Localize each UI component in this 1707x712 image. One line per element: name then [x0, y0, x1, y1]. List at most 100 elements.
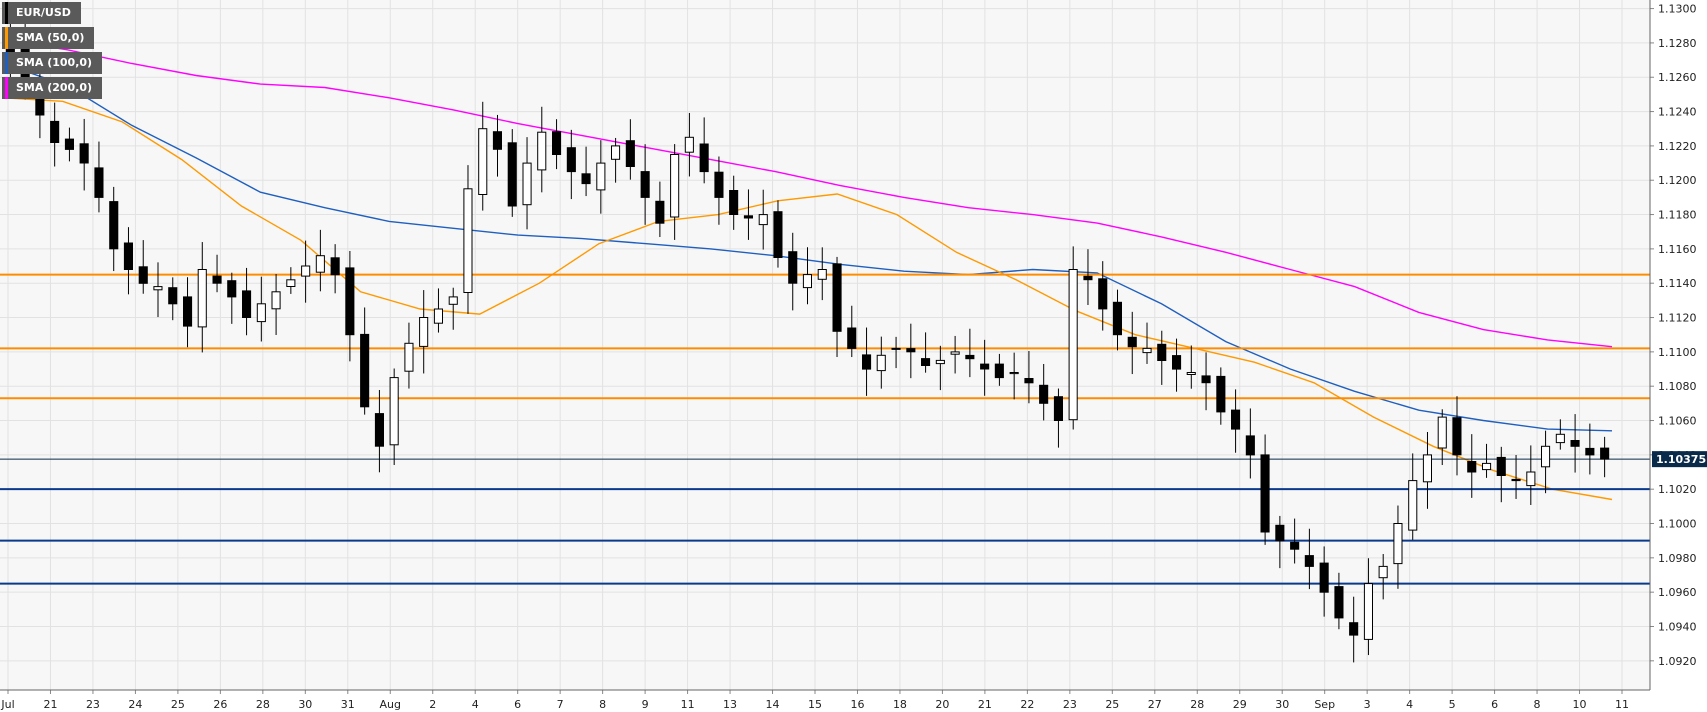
y-tick-label: 1.1260 [1658, 71, 1697, 84]
y-tick-label: 1.1280 [1658, 37, 1697, 50]
x-tick-label: 24 [128, 698, 142, 711]
candle-bearish [921, 358, 931, 367]
candle-bullish [611, 145, 621, 160]
candle-bearish [1231, 409, 1241, 430]
x-tick-label: 7 [557, 698, 564, 711]
candle-bearish [1024, 378, 1034, 384]
legend-swatch [5, 27, 8, 49]
candle-bearish [330, 257, 340, 276]
candle-bullish [463, 188, 473, 293]
x-tick-label: 4 [1406, 698, 1413, 711]
legend-swatch [5, 77, 8, 99]
candle-bearish [773, 211, 783, 258]
x-tick-label: 10 [1573, 698, 1587, 711]
candle-bullish [1422, 454, 1433, 483]
candle-bearish [138, 266, 148, 284]
legend: EUR/USD SMA (50,0) SMA (100,0) SMA (200,… [2, 2, 103, 102]
x-tick-label: 29 [1233, 698, 1247, 711]
candle-bearish [109, 201, 119, 250]
y-tick-label: 1.0980 [1658, 552, 1697, 565]
candle-bearish [1172, 355, 1182, 370]
legend-item-sma100[interactable]: SMA (100,0) [2, 52, 103, 74]
x-tick-label: Sep [1314, 698, 1335, 711]
x-tick-label: 28 [256, 698, 270, 711]
candle-bearish [699, 143, 709, 173]
candle-bearish [1290, 541, 1300, 550]
candle-bearish [1245, 435, 1255, 456]
candle-bullish [1437, 416, 1447, 449]
y-tick-label: 1.1200 [1658, 174, 1697, 187]
x-tick-label: 6 [1491, 698, 1498, 711]
support-resistance-levels [0, 273, 1650, 585]
candle-bearish [714, 171, 724, 198]
x-tick-label: 8 [1534, 698, 1541, 711]
candle-bearish [1304, 555, 1314, 567]
y-tick-label: 1.1020 [1658, 483, 1697, 496]
candle-bullish [1555, 433, 1565, 444]
x-tick-label: 18 [893, 698, 907, 711]
legend-item-sma50[interactable]: SMA (50,0) [2, 27, 95, 49]
candle-bullish [935, 359, 945, 365]
legend-label: SMA (100,0) [16, 56, 93, 69]
y-tick-label: 1.1300 [1658, 3, 1697, 16]
x-tick-label: 26 [213, 698, 227, 711]
candle-bullish [271, 291, 281, 310]
candle-bullish [433, 308, 443, 324]
x-tick-label: 16 [850, 698, 864, 711]
candle-bearish [906, 348, 916, 353]
candle-bullish [1482, 462, 1492, 471]
legend-swatch [5, 2, 8, 24]
legend-item-pair[interactable]: EUR/USD [2, 2, 81, 24]
candle-bearish [123, 242, 134, 270]
candle-bearish [729, 190, 739, 215]
price-tag-label: 1.10375 [1656, 453, 1706, 466]
y-tick-label: 1.1100 [1658, 346, 1697, 359]
y-tick-label: 1.1120 [1658, 312, 1697, 325]
x-tick-label: 4 [472, 698, 479, 711]
candle-bullish [1526, 471, 1536, 487]
candle-bullish [684, 136, 694, 153]
candle-bearish [492, 131, 502, 150]
candle-bearish [625, 140, 635, 167]
y-tick-label: 1.1000 [1658, 518, 1697, 531]
x-tick-label: 5 [1449, 698, 1456, 711]
candle-bearish [581, 173, 591, 185]
candle-bearish [1467, 461, 1477, 473]
x-tick-label: 14 [766, 698, 780, 711]
candle-bullish [301, 265, 311, 277]
candle-bearish [168, 287, 178, 305]
candle-bearish [552, 131, 562, 155]
x-tick-label: 31 [341, 698, 355, 711]
candle-bearish [847, 327, 857, 349]
candle-bearish [1053, 396, 1064, 422]
y-tick-label: 1.1140 [1658, 277, 1697, 290]
x-tick-label: 11 [681, 698, 695, 711]
y-tick-label: 1.0960 [1658, 586, 1697, 599]
x-tick-label: 9 [642, 698, 649, 711]
candle-bearish [832, 263, 842, 332]
candle-bearish [1275, 524, 1285, 542]
y-tick-label: 1.1080 [1658, 380, 1697, 393]
candle-bullish [448, 296, 458, 305]
candle-bullish [1363, 583, 1374, 640]
candle-bearish [994, 363, 1004, 379]
candle-bearish [242, 290, 252, 318]
sma200-line [2, 38, 1613, 348]
candle-bullish [891, 347, 901, 350]
candle-bullish [758, 214, 768, 226]
candle-bearish [1585, 447, 1595, 456]
candle-bullish [1541, 445, 1551, 468]
candle-bullish [315, 255, 325, 273]
candle-bearish [862, 354, 872, 370]
legend-item-sma200[interactable]: SMA (200,0) [2, 77, 103, 99]
legend-label: SMA (200,0) [16, 81, 93, 94]
x-tick-label: Aug [380, 698, 401, 711]
candle-bearish [1319, 562, 1329, 593]
candle-bearish [360, 333, 370, 408]
candle-bearish [1452, 417, 1462, 456]
x-tick-label: 23 [86, 698, 100, 711]
y-tick-label: 1.1180 [1658, 209, 1697, 222]
plot-background [0, 0, 1650, 690]
candle-bearish [1511, 478, 1521, 482]
candle-bearish [566, 147, 576, 173]
